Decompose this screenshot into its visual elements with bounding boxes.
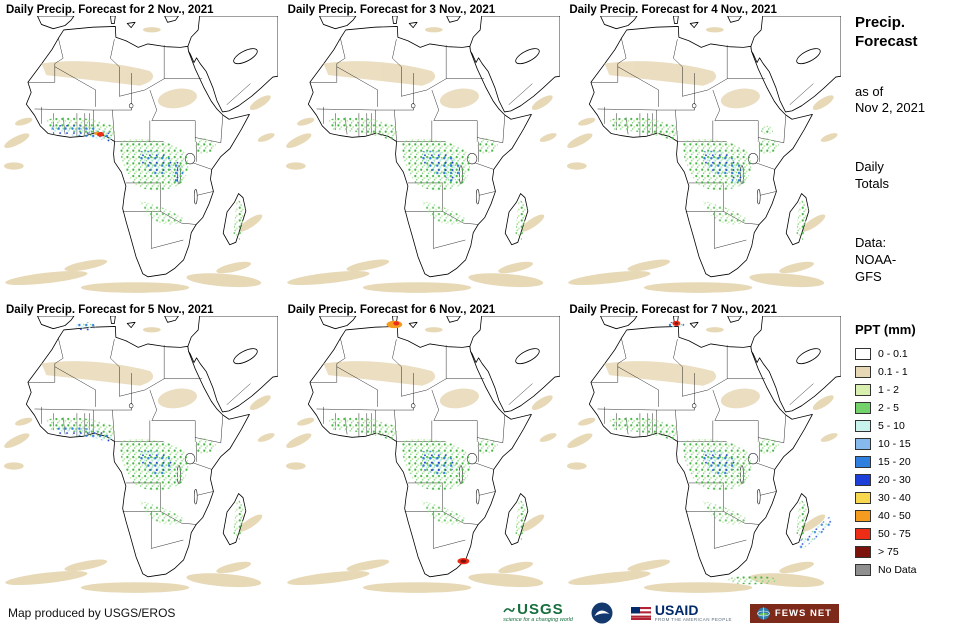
sidebar: Precip. Forecast as of Nov 2, 2021 Daily… (845, 0, 967, 626)
legend-swatch (855, 401, 871, 414)
legend-row: 0.1 - 1 (855, 363, 963, 381)
legend-label: 50 - 75 (878, 527, 911, 540)
legend-title: PPT (mm) (855, 321, 916, 337)
usaid-logo: USAID FROM THE AMERICAN PEOPLE (630, 602, 732, 623)
panel-title: Daily Precip. Forecast for 2 Nov., 2021 (6, 4, 214, 16)
legend-label: 2 - 5 (878, 401, 900, 414)
usgs-logo: USGS science for a changing world (503, 602, 573, 624)
legend-swatch (855, 365, 871, 378)
legend-row: 1 - 2 (855, 381, 963, 399)
as-of-date: as of Nov 2, 2021 (855, 83, 926, 116)
legend-label: 5 - 10 (878, 419, 905, 432)
legend-row: 40 - 50 (855, 507, 963, 525)
panel-title: Daily Precip. Forecast for 3 Nov., 2021 (287, 4, 496, 16)
legend-swatch (855, 527, 871, 540)
legend-label: 30 - 40 (878, 491, 911, 504)
footer: Map produced by USGS/EROS USGS science f… (0, 600, 967, 626)
legend-swatch (855, 383, 871, 396)
africa-precip-map-2-nov (2, 16, 278, 294)
legend-row: 30 - 40 (855, 489, 963, 507)
panel-2-nov: Daily Precip. Forecast for 2 Nov., 2021 (0, 0, 281, 300)
panel-3-nov: Daily Precip. Forecast for 3 Nov., 2021 (282, 0, 563, 300)
sidebar-title: Precip. Forecast (855, 14, 918, 50)
panel-4-nov: Daily Precip. Forecast for 4 Nov., 2021 (563, 0, 844, 300)
legend-row: > 75 (855, 543, 963, 561)
legend-row: No Data (855, 561, 963, 579)
legend-label: 10 - 15 (878, 437, 911, 450)
africa-precip-map-4-nov (565, 16, 842, 294)
map-credit: Map produced by USGS/EROS (8, 606, 176, 620)
panel-title: Daily Precip. Forecast for 4 Nov., 2021 (569, 4, 777, 16)
fewsnet-globe-icon (757, 607, 770, 619)
legend-row: 50 - 75 (855, 525, 963, 543)
panel-title: Daily Precip. Forecast for 6 Nov., 2021 (287, 304, 496, 316)
legend-swatch (855, 455, 871, 468)
maps-column: Daily Precip. Forecast for 2 Nov., 2021 … (0, 0, 844, 600)
panel-6-nov: Daily Precip. Forecast for 6 Nov., 2021 (282, 300, 563, 600)
daily-totals-label: Daily Totals (855, 159, 889, 192)
legend-label: 40 - 50 (878, 509, 911, 522)
legend-swatch (855, 437, 871, 450)
panel-title: Daily Precip. Forecast for 7 Nov., 2021 (569, 304, 777, 316)
usgs-wave-icon (503, 607, 515, 613)
legend-label: 20 - 30 (878, 473, 911, 486)
legend-label: 0 - 0.1 (878, 347, 908, 360)
legend-swatch (855, 563, 871, 576)
legend-swatch (855, 491, 871, 504)
africa-precip-map-5-nov (2, 316, 278, 594)
fewsnet-logo-text: FEWS NET (774, 607, 832, 619)
legend-label: 15 - 20 (878, 455, 911, 468)
africa-precip-map-6-nov (283, 316, 560, 594)
legend-label: 1 - 2 (878, 383, 900, 396)
legend-row: 20 - 30 (855, 471, 963, 489)
africa-precip-map-7-nov (565, 316, 842, 594)
legend-swatch (855, 347, 871, 360)
maps-grid: Daily Precip. Forecast for 2 Nov., 2021 … (0, 0, 844, 600)
panel-7-nov: Daily Precip. Forecast for 7 Nov., 2021 (563, 300, 844, 600)
legend-swatch (855, 473, 871, 486)
legend-swatch (855, 419, 871, 432)
legend-row: 2 - 5 (855, 399, 963, 417)
usaid-tagline: FROM THE AMERICAN PEOPLE (654, 617, 732, 623)
legend-label: > 75 (878, 545, 899, 558)
legend-row: 10 - 15 (855, 435, 963, 453)
legend-swatch (855, 545, 871, 558)
legend-label: No Data (878, 563, 917, 576)
legend-row: 5 - 10 (855, 417, 963, 435)
africa-precip-map-3-nov (283, 16, 560, 294)
data-source-label: Data: NOAA- GFS (855, 235, 897, 284)
panel-5-nov: Daily Precip. Forecast for 5 Nov., 2021 (0, 300, 281, 600)
legend-swatch (855, 509, 871, 522)
usaid-logo-text: USAID (654, 602, 699, 619)
logos-row: USGS science for a changing world (503, 602, 839, 624)
noaa-logo (591, 602, 613, 624)
panel-title: Daily Precip. Forecast for 5 Nov., 2021 (6, 304, 214, 316)
legend-row: 15 - 20 (855, 453, 963, 471)
usgs-logo-text: USGS (503, 602, 573, 617)
fewsnet-logo: FEWS NET (749, 603, 839, 623)
legend: PPT (mm) 0 - 0.1 0.1 - 1 1 - 2 2 - 5 5 -… (855, 322, 963, 579)
legend-row: 0 - 0.1 (855, 345, 963, 363)
usaid-flag-icon (630, 606, 651, 620)
legend-label: 0.1 - 1 (878, 365, 908, 378)
usgs-tagline: science for a changing world (503, 617, 573, 624)
